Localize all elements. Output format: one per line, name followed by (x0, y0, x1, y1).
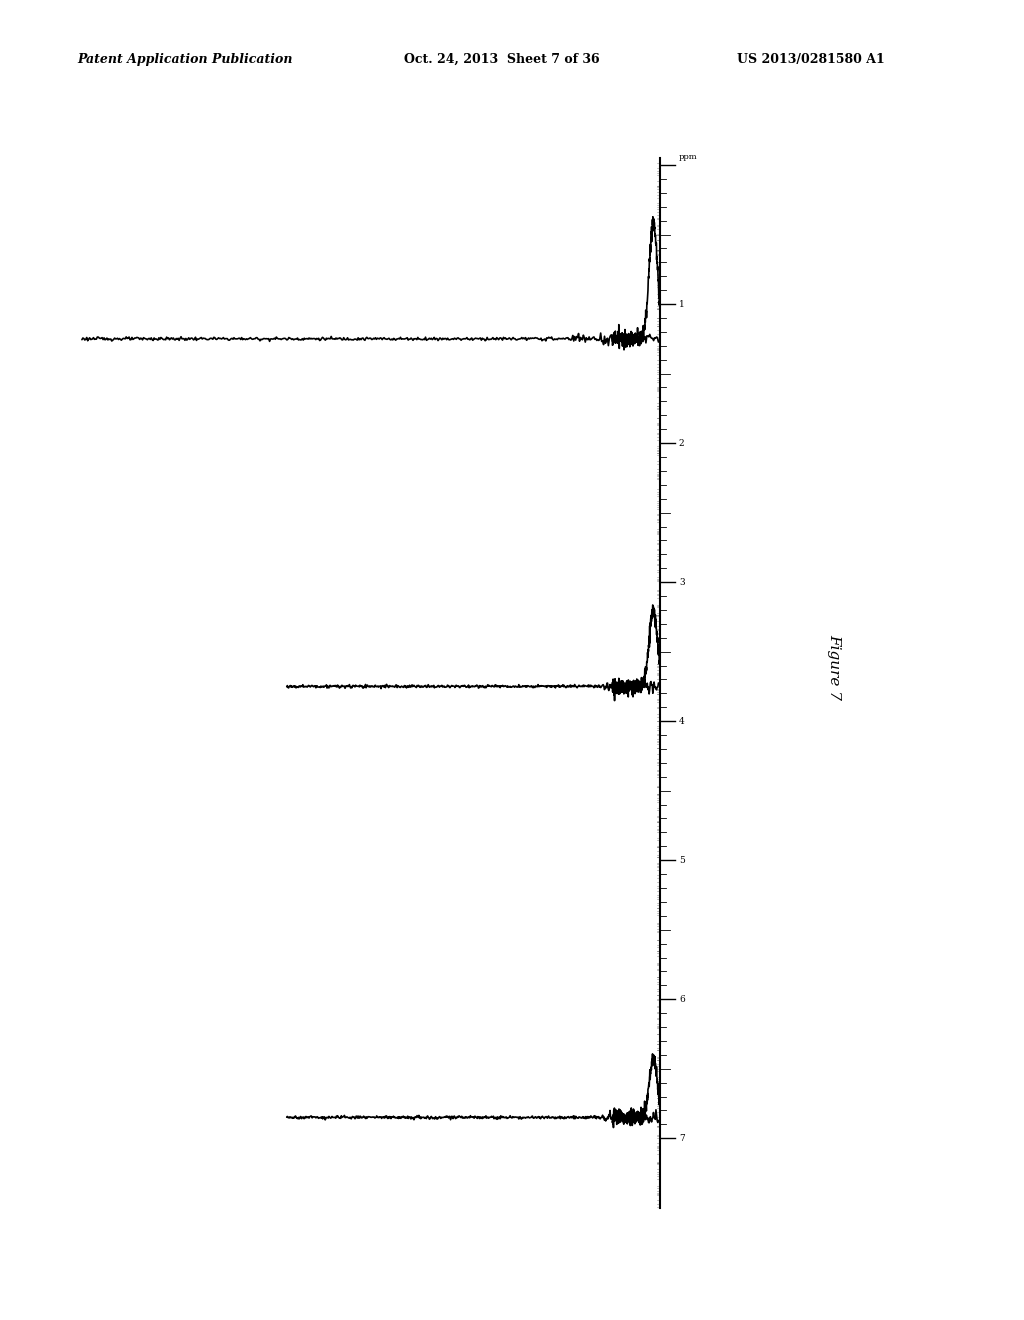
Text: 7: 7 (679, 1134, 685, 1143)
Text: 4: 4 (679, 717, 685, 726)
Text: 6: 6 (679, 995, 685, 1003)
Text: 5: 5 (679, 855, 685, 865)
Text: 3: 3 (679, 578, 684, 586)
Text: US 2013/0281580 A1: US 2013/0281580 A1 (737, 53, 885, 66)
Text: Oct. 24, 2013  Sheet 7 of 36: Oct. 24, 2013 Sheet 7 of 36 (404, 53, 600, 66)
Text: ppm: ppm (679, 153, 697, 161)
Text: Patent Application Publication: Patent Application Publication (77, 53, 292, 66)
Text: 2: 2 (679, 438, 684, 447)
Text: 1: 1 (679, 300, 685, 309)
Text: Figure 7: Figure 7 (827, 634, 842, 700)
